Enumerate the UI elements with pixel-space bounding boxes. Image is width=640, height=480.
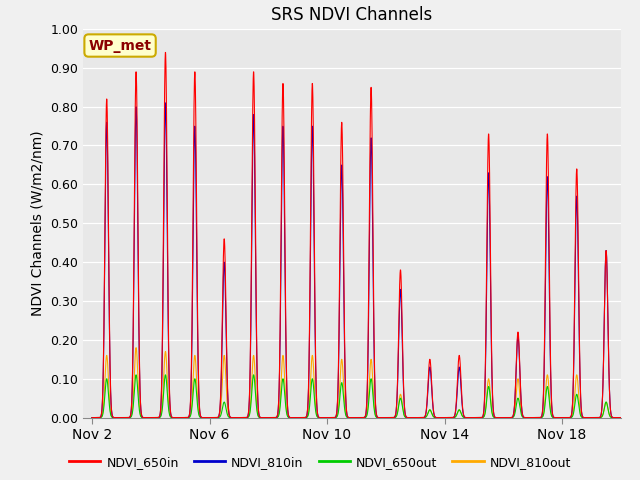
Y-axis label: NDVI Channels (W/m2/nm): NDVI Channels (W/m2/nm) bbox=[31, 131, 45, 316]
Title: SRS NDVI Channels: SRS NDVI Channels bbox=[271, 6, 433, 24]
Text: WP_met: WP_met bbox=[88, 38, 152, 52]
Legend: NDVI_650in, NDVI_810in, NDVI_650out, NDVI_810out: NDVI_650in, NDVI_810in, NDVI_650out, NDV… bbox=[64, 451, 576, 474]
